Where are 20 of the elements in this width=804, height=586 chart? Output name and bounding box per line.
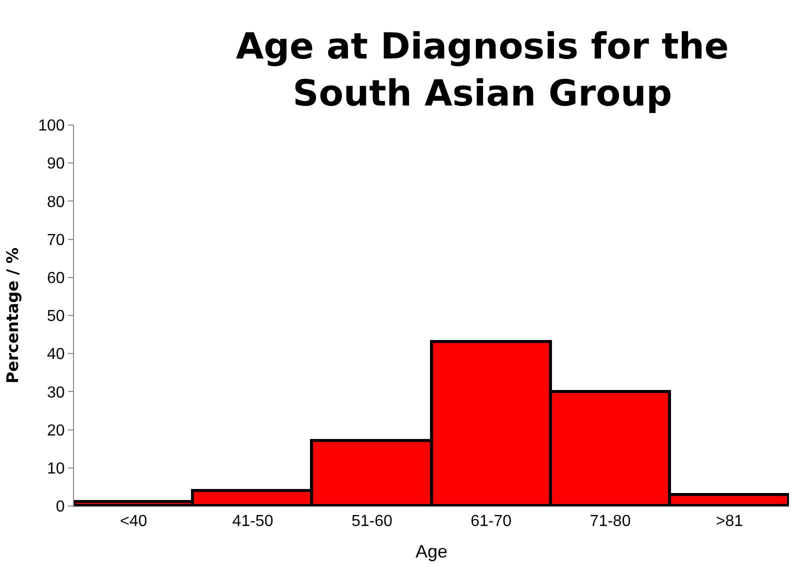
y-tick-label: 60 <box>47 270 65 287</box>
y-axis-title: Percentage / % <box>2 248 22 384</box>
chart-title: Age at Diagnosis for the South Asian Group <box>236 26 729 114</box>
y-tick-label: 90 <box>47 156 65 173</box>
y-tick-label: 40 <box>47 346 65 364</box>
x-tick-label: 71-80 <box>590 513 631 530</box>
y-tick-label: 70 <box>47 232 65 249</box>
x-tick-label: 51-60 <box>351 513 392 530</box>
x-tick-label: 61-70 <box>470 513 512 530</box>
y-tick-label: 100 <box>38 118 65 135</box>
x-tick-label: >81 <box>716 513 744 530</box>
x-axis-title: Age <box>415 541 448 562</box>
y-tick-label: 80 <box>47 194 65 211</box>
x-tick-label: 41-50 <box>232 513 274 530</box>
y-tick-label: 0 <box>56 498 65 516</box>
y-tick-label: 50 <box>47 308 65 326</box>
x-tick-label: <40 <box>120 513 148 530</box>
y-tick-label: 10 <box>47 460 65 478</box>
y-tick-label: 30 <box>47 384 65 402</box>
y-tick-label: 20 <box>47 422 65 440</box>
